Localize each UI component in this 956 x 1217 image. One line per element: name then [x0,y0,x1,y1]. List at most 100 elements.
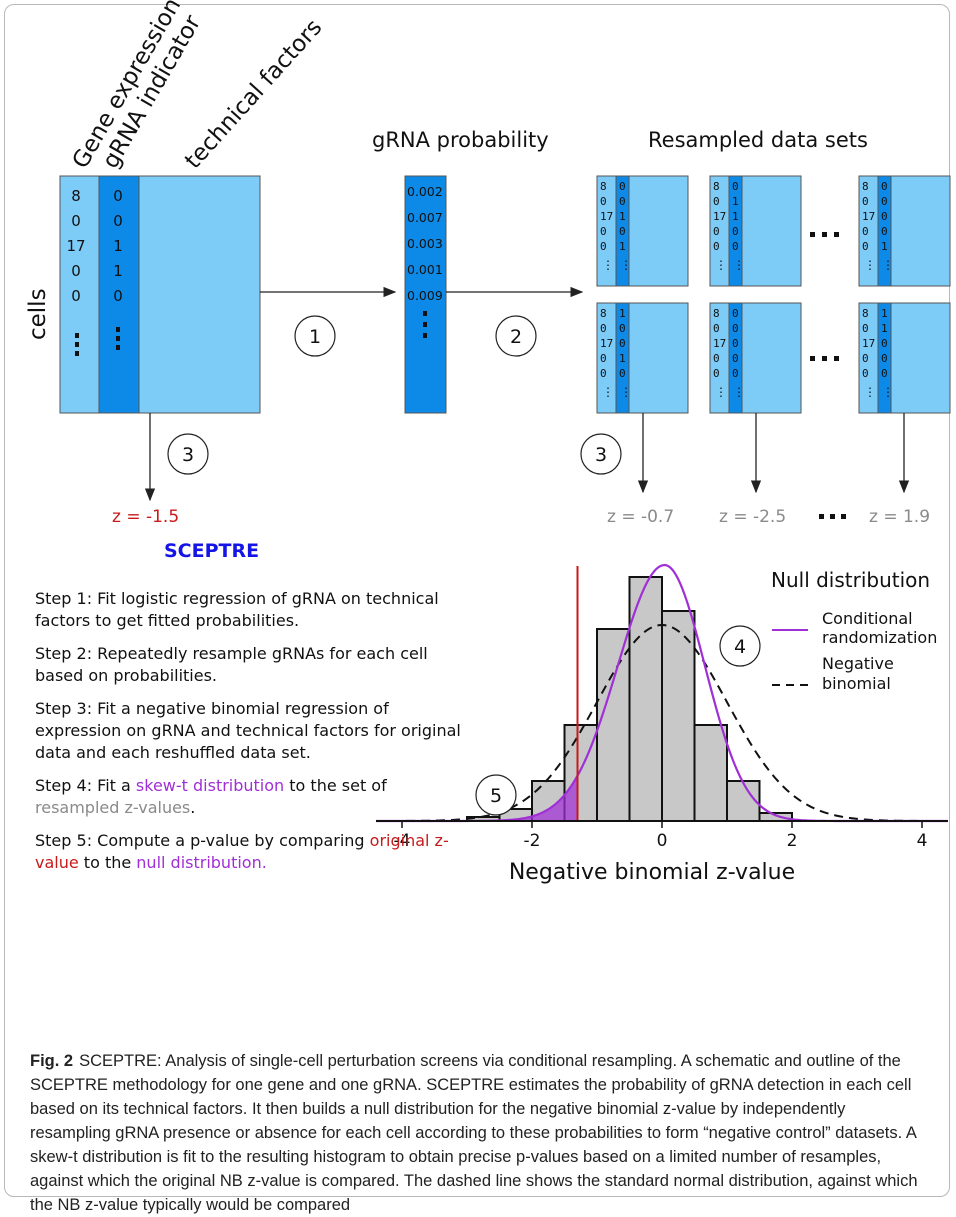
resampled-expr-value: 8 [600,180,607,193]
step-4-resampled: resampled z-values [35,798,191,817]
grna-probability-title: gRNA probability [372,128,549,152]
figure-frame [4,4,950,1197]
resampled-grna-value: 0 [881,352,888,365]
step-marker-3-label: 3 [182,444,194,466]
step-marker-4 [719,625,761,667]
p-value-tail-area [454,775,578,821]
resampled-expr-value: 0 [862,367,869,380]
expr-value: 0 [71,212,81,230]
resampled-expr-value: 0 [713,352,720,365]
x-tick-label: 4 [917,831,928,851]
resampled-grna-value: 0 [881,210,888,223]
resampled-expr-value: 0 [713,225,720,238]
expr-value: 0 [71,262,81,280]
legend-label-negbin: binomial [822,674,891,693]
step-marker-3 [167,433,209,475]
resampled-grid: 8 10 117 00 00 0⋮ ⋮ [858,302,951,414]
step-5-text: to the [78,853,137,872]
resampled-expr-value: 17 [862,337,875,350]
resampled-expr-value: 0 [862,225,869,238]
resampled-expr-value: 8 [862,180,869,193]
resampled-grna-value: 1 [619,352,626,365]
resampled-grna-value: 0 [881,225,888,238]
resampled-expr-value: 17 [600,337,613,350]
legend-label-negbin: Negative [822,654,894,673]
expr-value: 0 [71,287,81,305]
resampled-vdots: ⋮ [882,258,894,272]
resampled-grna-value: 1 [881,322,888,335]
step-4-text: . [190,798,196,817]
resampled-grna-value: 0 [732,352,739,365]
resampled-z-value: z = -2.5 [719,507,786,527]
chart-legend: Null distribution Conditional randomizat… [771,568,937,693]
probability-value: 0.001 [407,262,443,277]
resampled-grid: 8 10 017 00 10 0⋮ ⋮ [596,302,689,414]
resampled-grna-value: 0 [619,180,626,193]
resampled-expr-value: 8 [713,180,720,193]
col-header-technical-factors: technical factors [180,15,327,174]
resampled-grna-value: 0 [732,180,739,193]
step-marker-1-label: 1 [309,326,321,348]
resampled-expr-value: 17 [862,210,875,223]
step-marker-5 [475,774,517,816]
resampled-expr-value: 0 [713,322,720,335]
resampled-vdots: ⋮ [715,385,727,399]
resampled-expr-value: 0 [862,352,869,365]
resampled-expr-value: 8 [862,307,869,320]
resampled-grna-value: 1 [881,240,888,253]
row-label-cells: cells [25,288,51,340]
negative-binomial-curve [375,623,946,822]
resampled-expr-value: 17 [713,210,726,223]
grna-value: 1 [113,262,123,280]
step-marker-2-label: 2 [510,326,522,348]
histogram-bar [693,724,728,822]
histogram-bar [596,628,631,822]
matrix-vdots [75,327,120,356]
probability-value: 0.002 [407,184,443,199]
resampled-grna-value: 0 [619,367,626,380]
step-5: Step 5: Compute a p-value by comparing o… [35,830,475,874]
caption-text: SCEPTRE: Analysis of single-cell perturb… [30,1052,918,1214]
resampled-expr-value: 0 [600,367,607,380]
resampled-grna-value: 1 [732,210,739,223]
step-marker-3b [580,433,622,475]
figure-schematic: Gene expression gRNA indicator technical… [25,0,951,885]
step-5-null: null distribution. [136,853,267,872]
step-list: Step 1: Fit logistic regression of gRNA … [35,588,475,885]
resampled-grna-value: 1 [619,307,626,320]
resampled-expr-value: 0 [600,352,607,365]
step-4-text: to the set of [284,776,387,795]
resampled-expr-value: 8 [600,307,607,320]
resampled-grna-value: 1 [881,307,888,320]
x-tick-label: -4 [394,831,411,851]
resampled-expr-value: 0 [713,240,720,253]
resampled-grid: 8 00 017 00 00 0⋮ ⋮ [709,302,802,414]
resampled-grna-value: 0 [732,240,739,253]
step-5-text: Step 5: Compute a p-value by comparing [35,831,370,850]
main-matrix: 8 0 17 0 0 0 0 1 1 0 [59,175,261,414]
resampled-expr-value: 0 [600,225,607,238]
resampled-grna-value: 0 [732,337,739,350]
probability-value: 0.007 [407,210,443,225]
resampled-grna-value: 0 [732,225,739,238]
resampled-vdots: ⋮ [620,258,632,272]
legend-label-conditional: randomization [822,628,937,647]
resampled-expr-value: 0 [600,240,607,253]
expr-value: 17 [66,237,85,255]
resampled-grna-value: 0 [619,322,626,335]
figure-caption: Fig. 2 SCEPTRE: Analysis of single-cell p… [30,1049,930,1217]
resampled-grna-value: 0 [619,225,626,238]
resampled-grid: 8 00 017 10 00 1⋮ ⋮ [596,175,689,287]
step-4-skew-t: skew-t distribution [135,776,285,795]
resampled-vdots: ⋮ [864,258,876,272]
step-marker-4-label: 4 [734,636,746,658]
resampled-title: Resampled data sets [648,128,868,152]
step-4: Step 4: Fit a skew-t distribution to the… [35,775,475,819]
resampled-grids: 8 00 017 10 00 1⋮ ⋮8 00 117 10 00 0⋮ ⋮8 00 017 00 00 1⋮ ⋮8… [596,175,951,414]
x-tick-label: 2 [787,831,798,851]
chart-xlabel: Negative binomial z-value [509,860,795,885]
step-marker-1 [294,315,336,357]
step-marker-3b-label: 3 [595,444,607,466]
original-z-value: z = -1.5 [112,507,179,527]
resampled-grna-value: 1 [619,240,626,253]
